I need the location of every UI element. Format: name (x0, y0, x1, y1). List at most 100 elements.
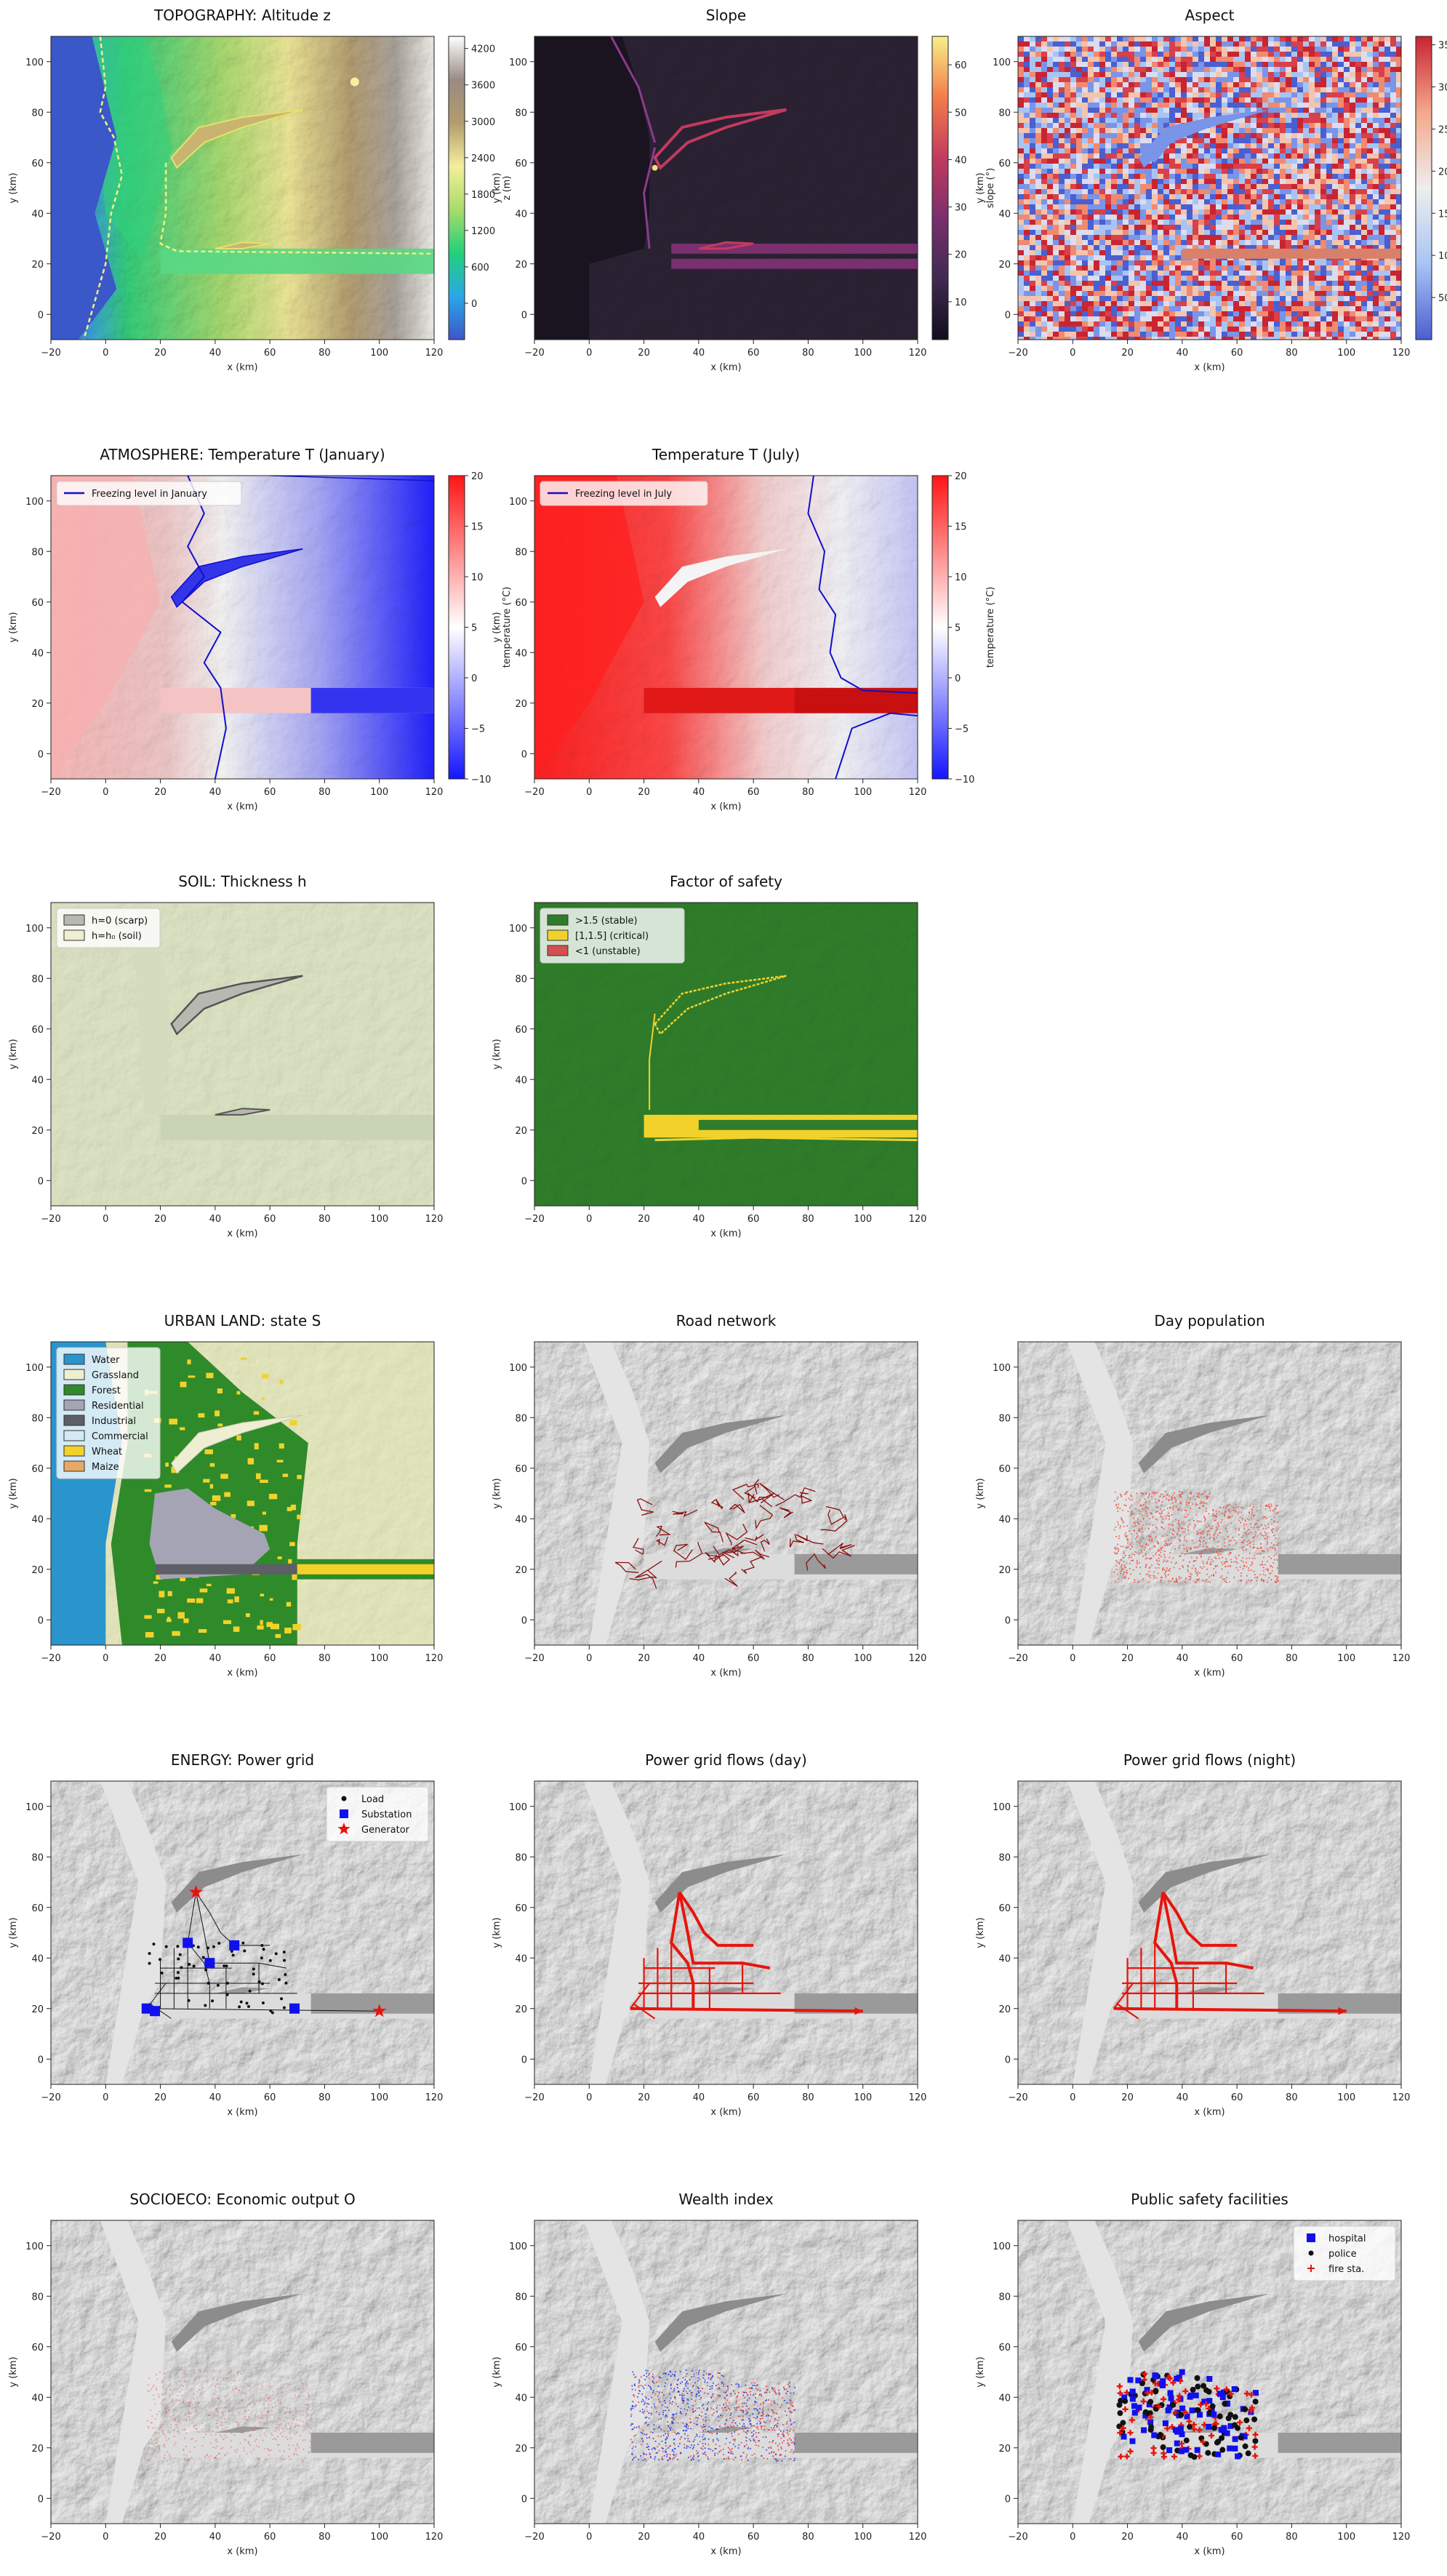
legend-swatch (1308, 2250, 1314, 2256)
x-tick-label: 0 (1070, 2532, 1075, 2543)
legend-swatch (63, 1353, 85, 1365)
load-point (180, 1966, 183, 1969)
plot-area-wealth (534, 2220, 918, 2524)
hospital-marker (1182, 2447, 1189, 2453)
road-segment (740, 1549, 770, 1560)
x-tick-label: 40 (209, 1214, 222, 1225)
hospital-marker (1136, 2404, 1142, 2411)
hospital-marker (1129, 2396, 1136, 2402)
hospital-marker (1201, 2399, 1208, 2405)
y-tick-label: 100 (25, 1802, 44, 1813)
panel-grid: ENERGY: Power grid −20 0 20 40 60 80 100 120 0 20 4… (8, 1751, 443, 2118)
fire-station-marker (1248, 2404, 1255, 2411)
road-segment (822, 1545, 855, 1559)
fire-station-marker (1161, 2396, 1167, 2402)
fire-station-marker (1150, 2445, 1157, 2452)
x-tick-label: 60 (747, 2532, 760, 2543)
x-tick-label: 20 (154, 348, 167, 359)
y-tick-label: 100 (25, 57, 44, 68)
y-tick-label: 80 (998, 1413, 1011, 1424)
x-tick-label: 60 (747, 1214, 760, 1225)
colorbar (931, 36, 949, 340)
load-point (175, 1976, 178, 1980)
hospital-marker (1144, 2387, 1150, 2393)
x-axis-label: x (km) (1194, 2107, 1224, 2118)
road-segment (759, 1482, 785, 1500)
colorbar-tick-label: 50 (1438, 293, 1447, 304)
y-tick-label: 20 (998, 1565, 1011, 1576)
y-tick-label: 60 (515, 1903, 527, 1914)
legend-label: fire sta. (1328, 2264, 1364, 2275)
road-segment (614, 1561, 639, 1574)
y-tick-label: 0 (521, 2055, 527, 2065)
y-tick-label: 0 (1005, 2055, 1011, 2065)
chart-title: SOCIOECO: Economic output O (129, 2191, 355, 2208)
fire-station-marker (1142, 2370, 1148, 2377)
hospital-marker (1129, 2438, 1136, 2444)
colorbar-tick-label: 1800 (471, 190, 495, 201)
fire-station-marker (1166, 2374, 1172, 2380)
y-tick-label: 100 (993, 2241, 1011, 2252)
x-tick-label: 0 (1070, 1653, 1075, 1664)
x-tick-label: 20 (638, 1214, 650, 1225)
x-tick-label: 0 (586, 1214, 592, 1225)
load-point (261, 1982, 265, 1985)
grid-line (678, 1891, 754, 1947)
x-tick-label: 120 (909, 2532, 927, 2543)
fire-station-marker (1252, 2452, 1259, 2459)
colorbar-tick-label: 20 (471, 471, 484, 482)
road-segment (713, 1545, 735, 1559)
x-axis-label: x (km) (710, 1228, 741, 1239)
legend-label: Load (361, 1794, 384, 1805)
load-point (282, 1951, 286, 1954)
y-tick-label: 60 (998, 1903, 1011, 1914)
fire-station-marker (1170, 2380, 1177, 2386)
x-tick-label: −20 (524, 1653, 544, 1664)
substation-marker (229, 1940, 240, 1951)
hospital-marker (1165, 2407, 1171, 2414)
fire-station-marker (1186, 2418, 1193, 2425)
chart-title: URBAN LAND: state S (164, 1312, 321, 1329)
legend: Freezing level in January (56, 481, 242, 506)
y-tick-label: 100 (509, 924, 527, 935)
fire-station-marker (1123, 2453, 1130, 2460)
fire-station-marker (1140, 2398, 1147, 2404)
plot-area-aspect (1018, 36, 1401, 340)
load-point (277, 1977, 281, 1981)
panel-roads: Road network −20 0 20 40 60 80 100 120 0 20 40 60 80 1… (492, 1312, 926, 1679)
axes-frame (1017, 1341, 1402, 1646)
x-tick-label: 100 (1337, 1653, 1355, 1664)
y-tick-label: 100 (25, 497, 44, 508)
chart-title: TOPOGRAPHY: Altitude z (153, 7, 331, 24)
valley-aspect (1182, 248, 1401, 259)
hospital-marker (1135, 2377, 1142, 2384)
road-segment (806, 1553, 827, 1571)
police-marker (1153, 2406, 1159, 2412)
panel-econ: SOCIOECO: Economic output O −20 0 20 40 60 80 1… (8, 2191, 443, 2557)
colorbar-tick-label: −10 (955, 775, 974, 785)
load-point (284, 1981, 288, 1985)
x-tick-label: 20 (1121, 348, 1134, 359)
x-tick-label: 120 (425, 348, 444, 359)
hospital-marker (1167, 2390, 1174, 2396)
fire-station-marker (1127, 2430, 1134, 2436)
x-axis-label: x (km) (227, 2107, 257, 2118)
y-tick-label: 80 (515, 1852, 527, 1863)
x-tick-label: 100 (854, 787, 872, 798)
road-segment (725, 1524, 748, 1545)
y-axis-label: y (km) (8, 172, 19, 203)
load-point (231, 1953, 235, 1957)
fire-station-marker (1120, 2425, 1126, 2431)
hospital-marker (1216, 2391, 1223, 2397)
fire-station-marker (1117, 2430, 1123, 2436)
hospital-marker (1131, 2403, 1137, 2409)
y-tick-label: 60 (515, 1025, 527, 1036)
x-tick-label: 40 (693, 2092, 705, 2103)
y-tick-label: 40 (31, 2393, 44, 2404)
road-segment (775, 1487, 816, 1506)
hillshade (1018, 1781, 1401, 2084)
x-tick-label: 100 (370, 2092, 388, 2103)
panel-flows_day: Power grid flows (day) −20 0 20 40 60 80 100 120… (492, 1751, 926, 2118)
colorbar-tick-label: 20 (955, 250, 967, 261)
hospital-marker (1166, 2404, 1173, 2411)
